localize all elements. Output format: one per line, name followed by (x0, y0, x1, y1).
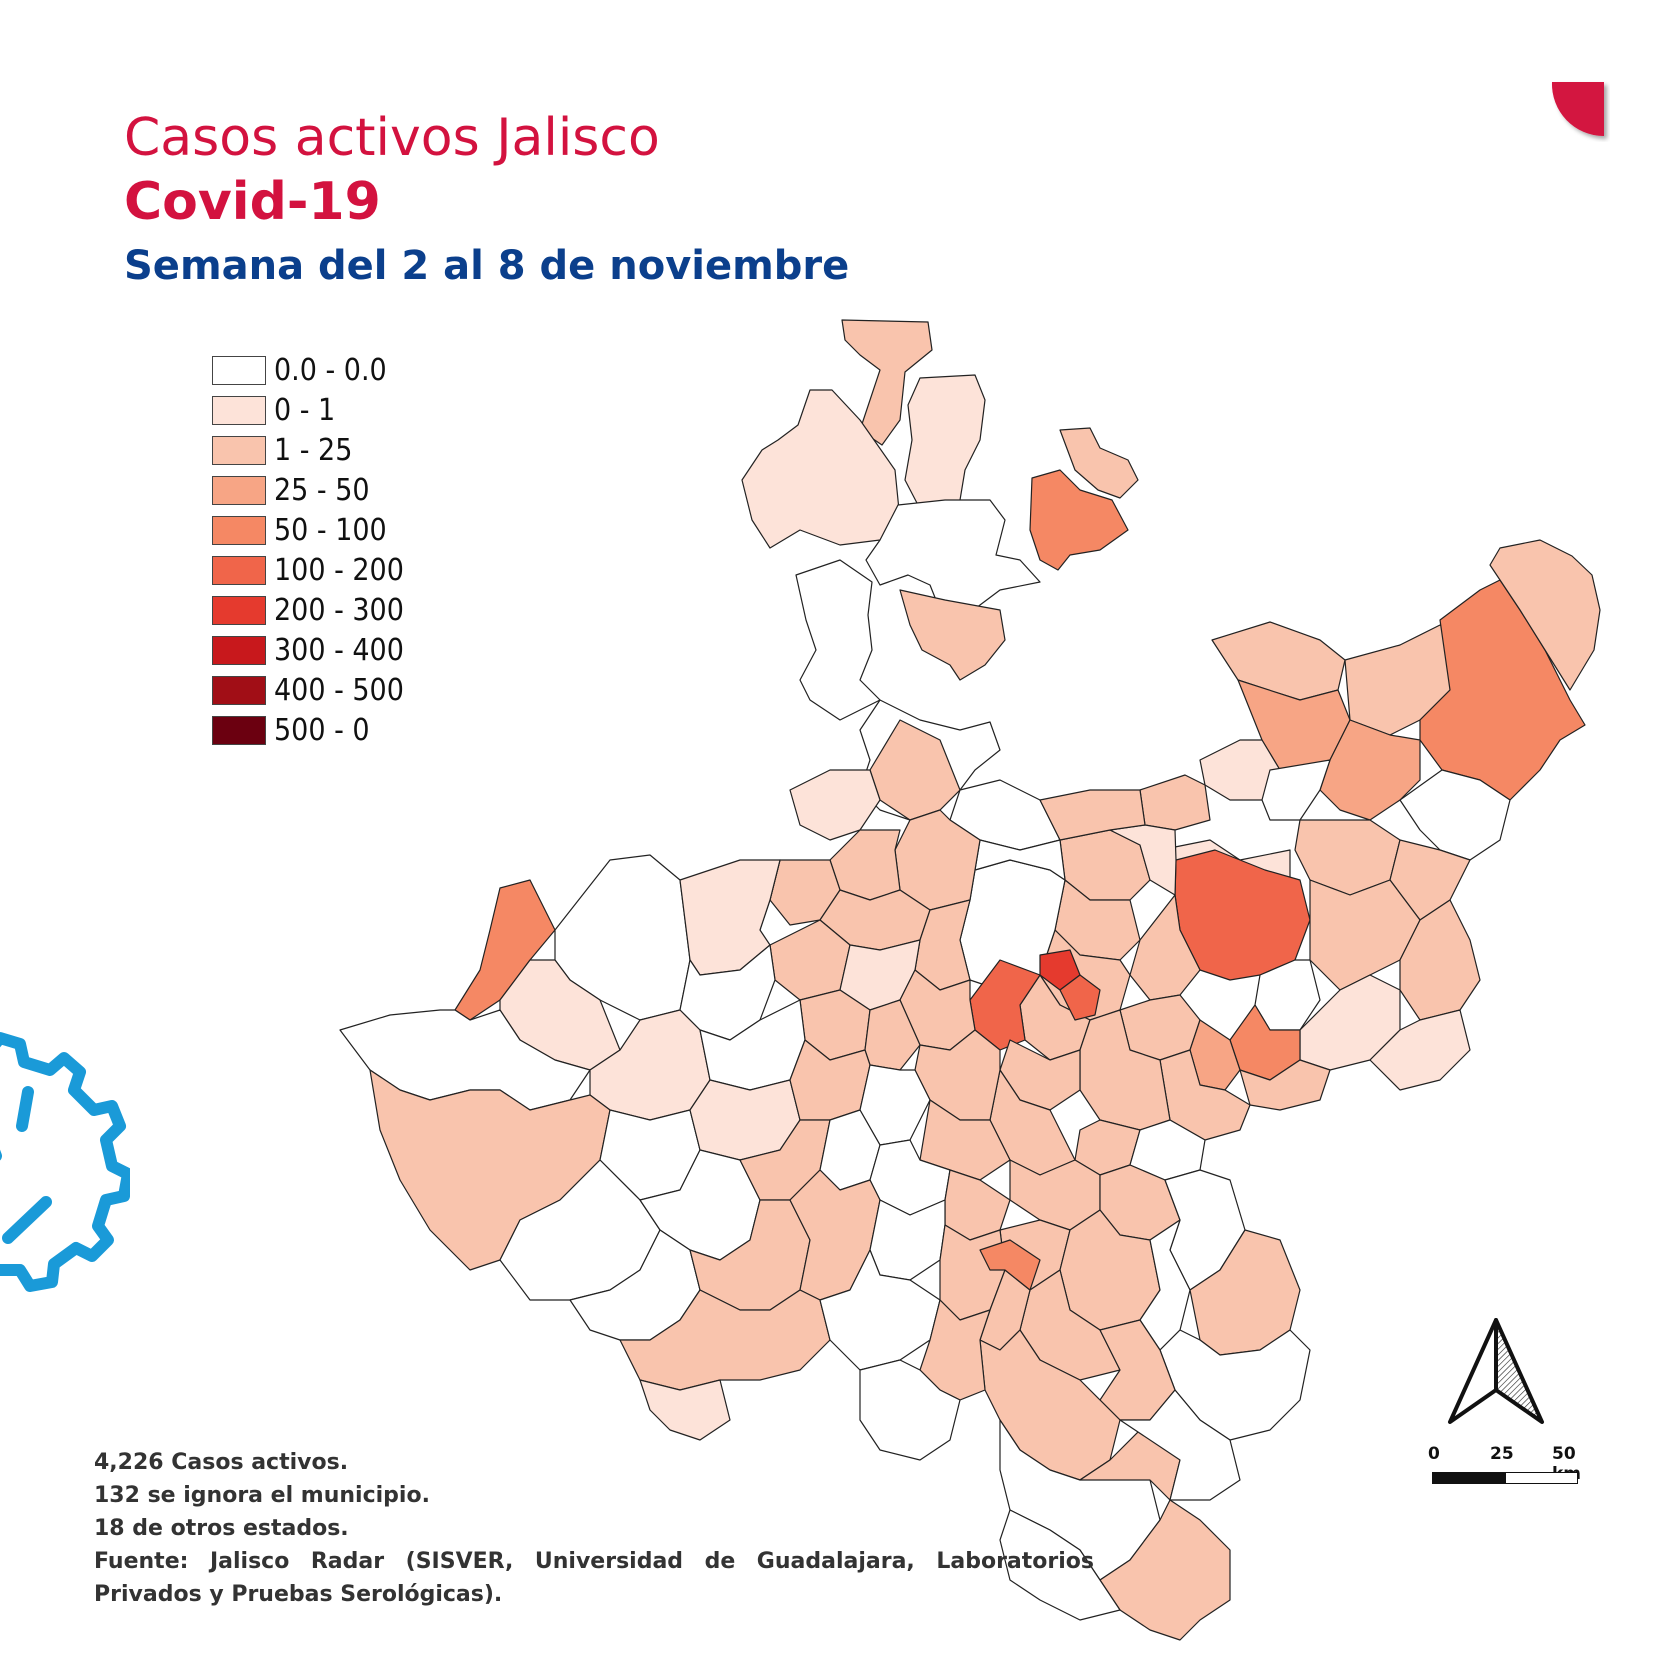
legend-item: 100 - 200 (212, 550, 404, 590)
municipality (1109, 824, 1177, 896)
municipality (1059, 974, 1101, 1021)
legend-label: 200 - 300 (274, 592, 404, 628)
legend-item: 1 - 25 (212, 430, 404, 470)
municipality (1319, 719, 1421, 821)
legend-label: 50 - 100 (274, 512, 387, 548)
map-subtitle: Covid-19 (124, 172, 381, 232)
municipality (1489, 539, 1601, 691)
scale-label-25: 25 (1490, 1444, 1514, 1464)
municipality (999, 1509, 1121, 1621)
scale-segment-empty (1505, 1472, 1578, 1484)
legend-label: 25 - 50 (274, 472, 370, 508)
scale-bar: 0 25 50 km (1410, 1444, 1600, 1484)
municipality (795, 559, 881, 721)
legend-item: 400 - 500 (212, 670, 404, 710)
legend-swatch (212, 595, 266, 625)
legend-swatch (212, 435, 266, 465)
municipality (1239, 1059, 1331, 1111)
week-range: Semana del 2 al 8 de noviembre (124, 243, 850, 289)
municipality (741, 389, 901, 549)
scale-segment-filled (1432, 1472, 1505, 1484)
scale-label-0: 0 (1428, 1444, 1440, 1464)
legend-label: 1 - 25 (274, 432, 353, 468)
legend-item: 300 - 400 (212, 630, 404, 670)
municipality (979, 1239, 1041, 1291)
municipality (1211, 621, 1346, 701)
municipality (859, 1359, 961, 1461)
legend-swatch (212, 555, 266, 585)
municipality (865, 499, 1041, 611)
legend-item: 0 - 1 (212, 390, 404, 430)
legend-swatch (212, 675, 266, 705)
legend-item: 200 - 300 (212, 590, 404, 630)
map-title: Casos activos Jalisco (124, 108, 660, 168)
legend-label: 0 - 1 (274, 392, 336, 428)
legend-swatch (212, 715, 266, 745)
legend-swatch (212, 635, 266, 665)
municipality (1059, 427, 1139, 499)
map-legend: 0.0 - 0.0 0 - 1 1 - 25 25 - 50 50 - 100 100 -… (212, 350, 404, 750)
municipality (1129, 894, 1201, 1001)
legend-item: 25 - 50 (212, 470, 404, 510)
legend-swatch (212, 395, 266, 425)
legend-item: 0.0 - 0.0 (212, 350, 404, 390)
unknown-municipality-note: 132 se ignora el municipio. (94, 1483, 430, 1508)
municipality (454, 879, 556, 1021)
municipality (789, 769, 881, 841)
municipality (1029, 469, 1129, 571)
municipality (974, 839, 1066, 881)
footnotes: 4,226 Casos activos. 132 se ignora el mu… (94, 1446, 1094, 1611)
legend-swatch (212, 475, 266, 505)
municipality (1139, 774, 1211, 831)
legend-swatch (212, 355, 266, 385)
municipality (1369, 1009, 1471, 1091)
source-note-line1: Fuente: Jalisco Radar (SISVER, Universid… (94, 1549, 1094, 1574)
legend-item: 50 - 100 (212, 510, 404, 550)
active-cases-note: 4,226 Casos activos. (94, 1450, 349, 1475)
corner-quarter-circle-icon (1551, 82, 1604, 137)
municipality (1099, 1499, 1231, 1641)
legend-label: 500 - 0 (274, 712, 370, 748)
legend-item: 500 - 0 (212, 710, 404, 750)
legend-label: 400 - 500 (274, 672, 404, 708)
municipality (904, 374, 986, 506)
source-note-line2: Privados y Pruebas Serológicas). (94, 1582, 503, 1607)
gear-icon (0, 1032, 130, 1292)
legend-label: 0.0 - 0.0 (274, 352, 387, 388)
municipality (639, 1379, 731, 1441)
municipality (899, 589, 1006, 681)
north-arrow-icon (1448, 1318, 1544, 1424)
municipality (1399, 769, 1511, 861)
municipality (1079, 1009, 1171, 1131)
other-states-note: 18 de otros estados. (94, 1516, 349, 1541)
municipality (1119, 1389, 1241, 1501)
legend-label: 300 - 400 (274, 632, 404, 668)
legend-swatch (212, 515, 266, 545)
municipality (829, 829, 901, 901)
legend-label: 100 - 200 (274, 552, 404, 588)
